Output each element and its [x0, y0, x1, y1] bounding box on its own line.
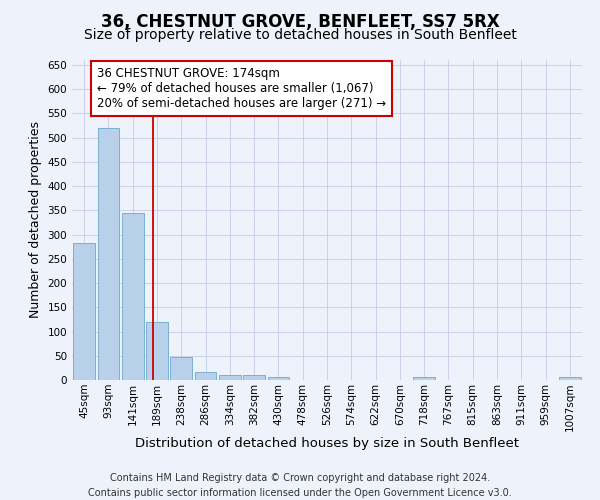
- Text: Contains HM Land Registry data © Crown copyright and database right 2024.
Contai: Contains HM Land Registry data © Crown c…: [88, 472, 512, 498]
- Bar: [559, 377, 581, 380]
- X-axis label: Distribution of detached houses by size in South Benfleet: Distribution of detached houses by size …: [135, 437, 519, 450]
- Text: 36 CHESTNUT GROVE: 174sqm
← 79% of detached houses are smaller (1,067)
20% of se: 36 CHESTNUT GROVE: 174sqm ← 79% of detac…: [97, 68, 386, 110]
- Text: 36, CHESTNUT GROVE, BENFLEET, SS7 5RX: 36, CHESTNUT GROVE, BENFLEET, SS7 5RX: [101, 12, 499, 30]
- Bar: [170, 356, 192, 380]
- Bar: [219, 375, 241, 380]
- Bar: [73, 243, 95, 380]
- Bar: [97, 128, 119, 380]
- Bar: [413, 377, 435, 380]
- Bar: [194, 372, 217, 380]
- Bar: [122, 212, 143, 380]
- Bar: [243, 375, 265, 380]
- Text: Size of property relative to detached houses in South Benfleet: Size of property relative to detached ho…: [83, 28, 517, 42]
- Bar: [268, 376, 289, 380]
- Bar: [146, 322, 168, 380]
- Y-axis label: Number of detached properties: Number of detached properties: [29, 122, 42, 318]
